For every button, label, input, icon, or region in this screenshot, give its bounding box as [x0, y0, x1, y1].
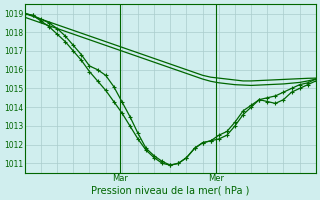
- X-axis label: Pression niveau de la mer( hPa ): Pression niveau de la mer( hPa ): [91, 186, 250, 196]
